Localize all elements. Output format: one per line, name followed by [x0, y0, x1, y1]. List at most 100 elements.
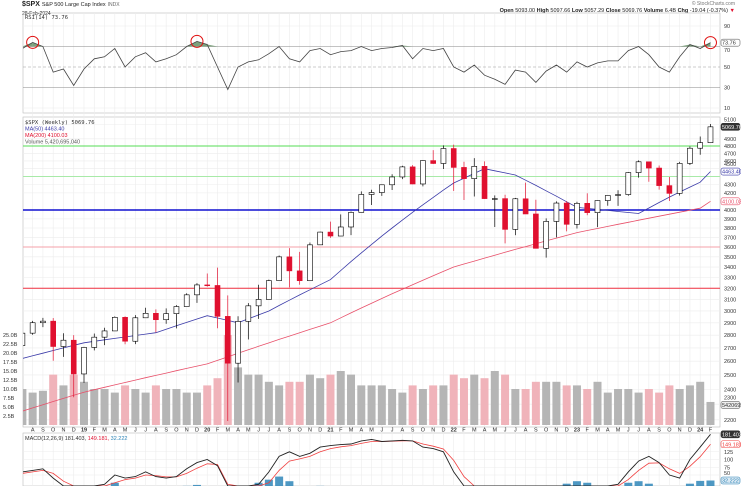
- macd-legend: MACD(12,26,9) 181.403, 149.181, 32.222: [25, 436, 127, 442]
- macd-legend-signal: 149.181,: [88, 436, 110, 442]
- rsi-overbought-fill: [207, 44, 218, 47]
- price-tick-label: 3000: [724, 309, 736, 315]
- macd-legend-line: MACD(12,26,9) 181.403,: [25, 436, 87, 442]
- rsi-legend: RSI(14) 73.76: [25, 15, 68, 21]
- candle-body: [676, 163, 683, 194]
- rsi-tick-label: 10: [724, 106, 730, 112]
- candle-body: [430, 160, 436, 164]
- high-value: 5097.66: [550, 8, 571, 14]
- volume-bar: [614, 389, 623, 425]
- x-tick-label: F: [462, 428, 466, 434]
- x-tick-label: A: [113, 428, 117, 434]
- x-tick-label: A: [647, 428, 651, 434]
- candle-body: [481, 166, 488, 199]
- ma200-line: [23, 200, 711, 412]
- x-tick-label: A: [154, 428, 158, 434]
- volume-tick-label: 22.5B: [3, 342, 18, 348]
- volume-bar: [706, 401, 715, 425]
- close-label: Close: [605, 8, 621, 14]
- volume-bar: [131, 389, 140, 425]
- volume-bar: [552, 381, 561, 425]
- rsi-overbought-fill: [700, 42, 711, 47]
- candle-body: [81, 347, 87, 375]
- candle-body: [635, 161, 642, 173]
- x-tick-label: N: [61, 428, 65, 434]
- volume-tick-label: 25.0B: [3, 333, 18, 339]
- candle-body: [276, 256, 282, 281]
- candle-body: [379, 184, 385, 193]
- macd-histogram-bar: [285, 481, 294, 486]
- x-tick-label: S: [288, 428, 292, 434]
- volume-bar: [38, 390, 47, 425]
- rsi-value: 73.76: [722, 41, 736, 47]
- price-tick-label: 3500: [724, 255, 736, 261]
- volume-bar: [542, 381, 551, 425]
- candle-body: [60, 339, 67, 347]
- x-tick-label: J: [380, 428, 383, 434]
- ma200-value: 4100.03: [722, 199, 741, 205]
- volume-bar: [408, 385, 417, 425]
- volume-bar: [305, 374, 314, 425]
- candle-body: [512, 198, 519, 230]
- x-tick-label: M: [493, 428, 498, 434]
- price-tick-label: 4900: [724, 137, 736, 143]
- price-tick-label: 2900: [724, 321, 736, 327]
- candle-body: [450, 148, 457, 168]
- x-tick-label: M: [102, 428, 107, 434]
- hist-value: 32.222: [722, 479, 739, 485]
- x-tick-label: 20: [204, 428, 210, 434]
- x-tick-label: O: [421, 428, 426, 434]
- high-label: High: [536, 8, 549, 14]
- candle-body: [687, 147, 693, 164]
- price-tick-label: 3600: [724, 245, 736, 251]
- price-tick-label: 3700: [724, 235, 736, 241]
- volume-bar: [100, 389, 109, 425]
- price-value-box: [720, 123, 741, 131]
- price-tick-label: 3800: [724, 226, 736, 232]
- candle-body: [204, 284, 211, 287]
- candle-body: [224, 316, 231, 364]
- volume-bar: [655, 392, 664, 425]
- candle-body: [255, 299, 262, 307]
- price-tick-label: 3900: [724, 217, 736, 223]
- x-tick-label: 19: [81, 428, 87, 434]
- x-tick-label: O: [544, 428, 549, 434]
- candle-body: [358, 194, 365, 213]
- candle-body: [91, 336, 98, 348]
- volume-bar: [151, 385, 160, 425]
- open-value: 5093.00: [515, 8, 536, 14]
- volume-bar: [172, 389, 181, 425]
- candle-body: [142, 312, 149, 319]
- macd-value: 181.403: [722, 432, 741, 438]
- rsi-panel: [23, 34, 720, 91]
- ma200-legend: MA(200) 4100.03: [25, 133, 68, 139]
- candle-body: [194, 284, 200, 296]
- candle-body: [615, 194, 621, 196]
- x-tick-label: N: [308, 428, 312, 434]
- price-tick-label: 3200: [724, 286, 736, 292]
- price-tick-label: 4000: [724, 208, 736, 214]
- volume-tick-label: 20.0B: [3, 351, 18, 357]
- volume-bar: [110, 392, 119, 425]
- chart-date: 28-Feb-2024: [22, 11, 51, 17]
- volume-bar: [501, 374, 510, 425]
- volume-bar: [264, 381, 273, 425]
- volume-bar: [347, 374, 356, 425]
- volume-tick-label: 2.5B: [3, 414, 15, 420]
- rsi-overbought-fill: [402, 45, 413, 47]
- x-tick-label: J: [637, 428, 640, 434]
- candle-body: [153, 312, 159, 321]
- x-tick-label: M: [225, 428, 230, 434]
- candle-body: [646, 161, 652, 169]
- volume-bar: [203, 385, 212, 425]
- x-tick-label: S: [657, 428, 661, 434]
- x-tick-label: J: [514, 428, 517, 434]
- macd-histogram-bar: [696, 480, 705, 486]
- x-tick-label: N: [185, 428, 189, 434]
- candle-body: [122, 317, 128, 342]
- volume-bar: [182, 392, 191, 425]
- price-tick-label: 2800: [724, 333, 736, 339]
- volume-tick-label: 7.5B: [3, 396, 15, 402]
- x-tick-label: J: [267, 428, 270, 434]
